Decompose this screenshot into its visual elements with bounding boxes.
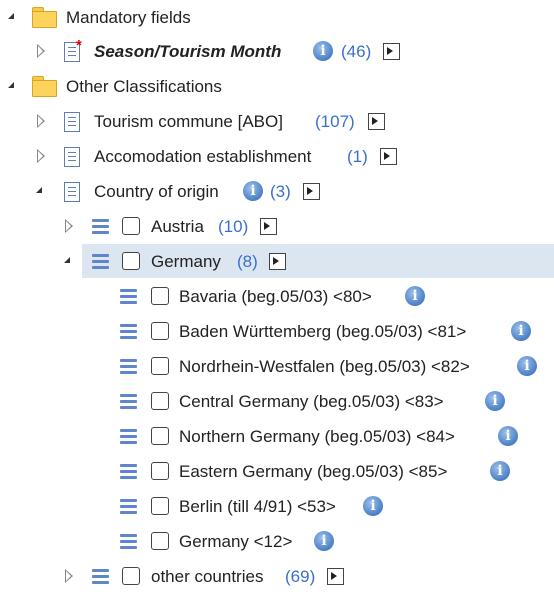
node-count: (69): [285, 567, 316, 586]
node-count: (46): [341, 42, 372, 61]
info-icon[interactable]: i: [405, 286, 425, 306]
tree-node-germany[interactable]: Germany (8): [0, 244, 554, 279]
node-label: Northern Germany (beg.05/03) <84>: [179, 427, 455, 446]
checkbox[interactable]: [151, 322, 169, 340]
tree-node-other-classifications[interactable]: Other Classifications: [0, 69, 554, 104]
expanded-toggle-icon[interactable]: [8, 13, 14, 19]
collapsed-toggle-icon[interactable]: [65, 569, 74, 583]
collapsed-toggle-icon[interactable]: [37, 44, 46, 58]
info-icon[interactable]: i: [511, 321, 531, 341]
tree-node-mandatory-fields[interactable]: Mandatory fields: [0, 0, 554, 35]
info-icon[interactable]: i: [363, 496, 383, 516]
go-arrow-icon[interactable]: [269, 253, 286, 270]
tree-node-nordrhein-westfalen[interactable]: Nordrhein-Westfalen (beg.05/03) <82> i: [0, 349, 554, 384]
list-icon: [120, 429, 137, 444]
node-label: Eastern Germany (beg.05/03) <85>: [179, 462, 448, 481]
checkbox[interactable]: [151, 532, 169, 550]
go-arrow-icon[interactable]: [260, 218, 277, 235]
tree-node-eastern-germany[interactable]: Eastern Germany (beg.05/03) <85> i: [0, 454, 554, 489]
info-icon[interactable]: i: [314, 531, 334, 551]
info-icon[interactable]: i: [517, 356, 537, 376]
tree-node-berlin[interactable]: Berlin (till 4/91) <53> i: [0, 489, 554, 524]
tree-node-austria[interactable]: Austria (10): [0, 209, 554, 244]
list-icon: [120, 534, 137, 549]
node-label: Baden Württemberg (beg.05/03) <81>: [179, 322, 467, 341]
document-icon: [64, 42, 80, 62]
node-label: Country of origin: [94, 182, 219, 201]
tree-node-country-of-origin[interactable]: Country of origin i (3): [0, 174, 554, 209]
expanded-toggle-icon[interactable]: [64, 257, 70, 263]
node-label: Tourism commune [ABO]: [94, 112, 283, 131]
node-label: Germany <12>: [179, 532, 293, 551]
list-icon: [120, 324, 137, 339]
node-label: Nordrhein-Westfalen (beg.05/03) <82>: [179, 357, 470, 376]
list-icon: [92, 219, 109, 234]
document-icon: [64, 112, 80, 132]
node-label: Mandatory fields: [66, 8, 191, 27]
tree-node-bavaria[interactable]: Bavaria (beg.05/03) <80> i: [0, 279, 554, 314]
checkbox[interactable]: [151, 497, 169, 515]
collapsed-toggle-icon[interactable]: [37, 114, 46, 128]
info-icon[interactable]: i: [313, 41, 333, 61]
tree-node-central-germany[interactable]: Central Germany (beg.05/03) <83> i: [0, 384, 554, 419]
info-icon[interactable]: i: [490, 461, 510, 481]
list-icon: [120, 394, 137, 409]
tree-node-season-tourism-month[interactable]: * Season/Tourism Month i (46): [0, 34, 554, 69]
go-arrow-icon[interactable]: [380, 148, 397, 165]
list-icon: [92, 569, 109, 584]
go-arrow-icon[interactable]: [368, 113, 385, 130]
node-label: Bavaria (beg.05/03) <80>: [179, 287, 372, 306]
node-label: Berlin (till 4/91) <53>: [179, 497, 336, 516]
checkbox[interactable]: [151, 357, 169, 375]
list-icon: [120, 359, 137, 374]
info-icon[interactable]: i: [243, 181, 263, 201]
node-count: (107): [315, 112, 355, 131]
node-count: (10): [218, 217, 249, 236]
checkbox[interactable]: [151, 392, 169, 410]
list-icon: [120, 499, 137, 514]
list-icon: [92, 254, 109, 269]
node-count: (8): [237, 252, 258, 271]
node-label: Germany: [151, 252, 221, 271]
info-icon[interactable]: i: [485, 391, 505, 411]
node-count: (1): [347, 147, 368, 166]
selected-row-highlight: [82, 244, 554, 278]
node-label: Other Classifications: [66, 77, 222, 96]
tree-node-accomodation-establishment[interactable]: Accomodation establishment (1): [0, 139, 554, 174]
node-label: Season/Tourism Month: [94, 42, 282, 61]
tree-node-tourism-commune[interactable]: Tourism commune [ABO] (107): [0, 104, 554, 139]
info-icon[interactable]: i: [498, 426, 518, 446]
folder-icon: [32, 76, 57, 97]
checkbox[interactable]: [151, 287, 169, 305]
list-icon: [120, 464, 137, 479]
node-label: Central Germany (beg.05/03) <83>: [179, 392, 444, 411]
required-star-icon: *: [76, 37, 82, 54]
node-count: (3): [270, 182, 291, 201]
checkbox[interactable]: [122, 217, 140, 235]
checkbox[interactable]: [122, 252, 140, 270]
node-label: other countries: [151, 567, 264, 586]
document-icon: [64, 147, 80, 167]
checkbox[interactable]: [122, 567, 140, 585]
collapsed-toggle-icon[interactable]: [37, 149, 46, 163]
document-icon: [64, 182, 80, 202]
go-arrow-icon[interactable]: [327, 568, 344, 585]
collapsed-toggle-icon[interactable]: [65, 219, 74, 233]
node-label: Accomodation establishment: [94, 147, 312, 166]
tree-node-baden-wurttemberg[interactable]: Baden Württemberg (beg.05/03) <81> i: [0, 314, 554, 349]
go-arrow-icon[interactable]: [303, 183, 320, 200]
tree-node-other-countries[interactable]: other countries (69): [0, 559, 554, 594]
tree-node-germany-12[interactable]: Germany <12> i: [0, 524, 554, 559]
folder-icon: [32, 7, 57, 28]
checkbox[interactable]: [151, 427, 169, 445]
tree-node-northern-germany[interactable]: Northern Germany (beg.05/03) <84> i: [0, 419, 554, 454]
go-arrow-icon[interactable]: [383, 43, 400, 60]
list-icon: [120, 289, 137, 304]
expanded-toggle-icon[interactable]: [8, 82, 14, 88]
checkbox[interactable]: [151, 462, 169, 480]
node-label: Austria: [151, 217, 204, 236]
expanded-toggle-icon[interactable]: [36, 187, 42, 193]
